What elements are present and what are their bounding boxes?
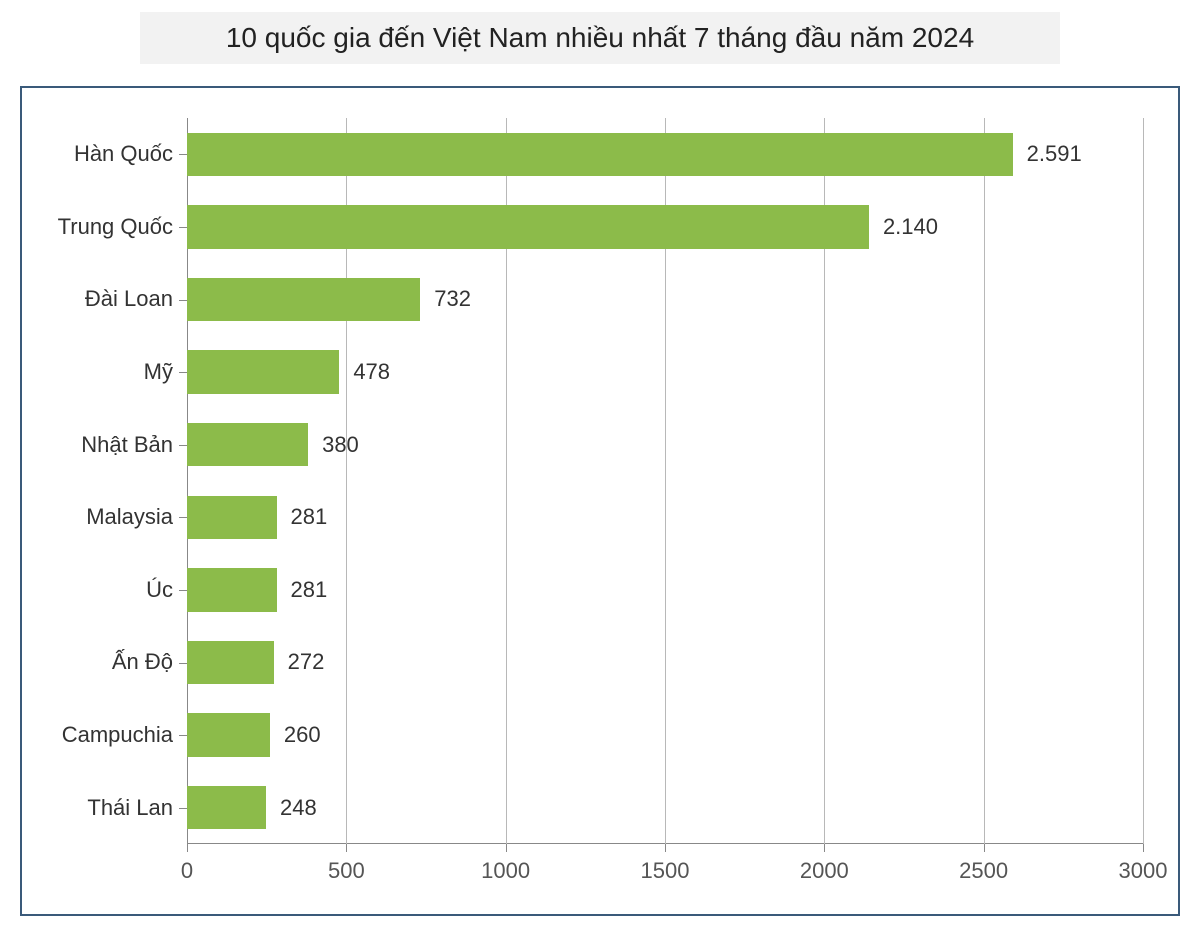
bar-row: Thái Lan248 [187,786,1143,830]
x-tick-label: 2500 [959,858,1008,884]
bar [187,641,274,685]
gridline [1143,118,1144,844]
x-tick [506,844,507,852]
category-label: Campuchia [62,722,173,748]
bar [187,205,869,249]
y-tick [179,735,187,736]
bar-value-label: 281 [291,577,328,603]
bar-row: Hàn Quốc2.591 [187,133,1143,177]
bar [187,713,270,757]
category-label: Hàn Quốc [74,141,173,167]
y-tick [179,663,187,664]
category-label: Mỹ [144,359,173,385]
bar-row: Ấn Độ272 [187,641,1143,685]
x-tick [187,844,188,852]
x-tick-label: 1000 [481,858,530,884]
x-tick [665,844,666,852]
x-tick [346,844,347,852]
bar [187,786,266,830]
category-label: Đài Loan [85,286,173,312]
bar [187,278,420,322]
category-label: Malaysia [86,504,173,530]
bar-value-label: 732 [434,286,471,312]
bar [187,496,277,540]
x-tick-label: 0 [181,858,193,884]
bar [187,568,277,612]
y-tick [179,808,187,809]
bar-value-label: 2.591 [1027,141,1082,167]
category-label: Ấn Độ [112,649,173,675]
bar [187,350,339,394]
bar-row: Campuchia260 [187,713,1143,757]
x-tick [984,844,985,852]
y-tick [179,590,187,591]
bar-row: Mỹ478 [187,350,1143,394]
y-tick [179,227,187,228]
bar-row: Đài Loan732 [187,278,1143,322]
x-tick [1143,844,1144,852]
x-tick [824,844,825,852]
bar-value-label: 260 [284,722,321,748]
bar-value-label: 380 [322,432,359,458]
bar-value-label: 272 [288,649,325,675]
y-tick [179,154,187,155]
category-label: Trung Quốc [58,214,173,240]
x-tick-label: 500 [328,858,365,884]
category-label: Úc [146,577,173,603]
x-tick-label: 1500 [641,858,690,884]
y-tick [179,372,187,373]
bar-value-label: 2.140 [883,214,938,240]
bar-value-label: 281 [291,504,328,530]
y-tick [179,445,187,446]
category-label: Thái Lan [87,795,173,821]
y-tick [179,517,187,518]
chart-frame: 050010001500200025003000Hàn Quốc2.591Tru… [20,86,1180,916]
plot-area: 050010001500200025003000Hàn Quốc2.591Tru… [187,118,1143,844]
bar-row: Nhật Bản380 [187,423,1143,467]
chart-title: 10 quốc gia đến Việt Nam nhiều nhất 7 th… [140,12,1060,64]
bar [187,423,308,467]
bar-row: Malaysia281 [187,496,1143,540]
x-tick-label: 3000 [1119,858,1168,884]
bar-row: Úc281 [187,568,1143,612]
bar-value-label: 478 [353,359,390,385]
category-label: Nhật Bản [81,432,173,458]
bar-value-label: 248 [280,795,317,821]
bar [187,133,1013,177]
x-tick-label: 2000 [800,858,849,884]
bar-row: Trung Quốc2.140 [187,205,1143,249]
y-tick [179,300,187,301]
